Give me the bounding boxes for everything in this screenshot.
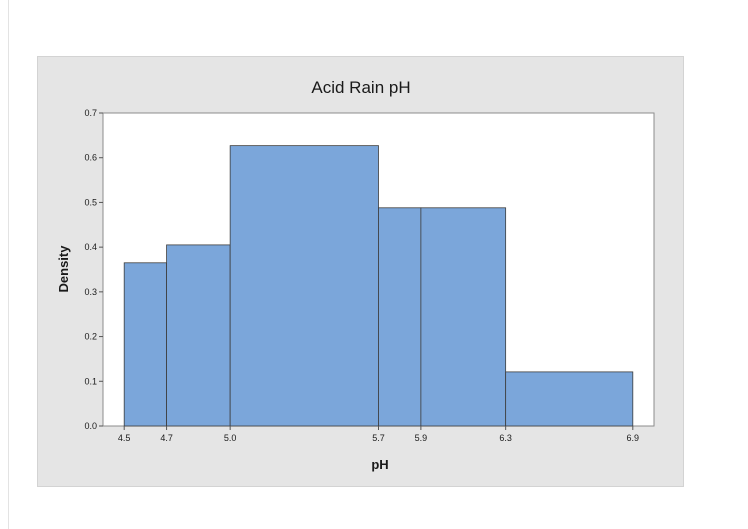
x-tick-label-4: 5.9 (415, 433, 428, 443)
y-tick-label-4: 0.4 (84, 242, 97, 252)
y-tick-label-7: 0.7 (84, 108, 97, 118)
x-tick-label-6: 6.9 (627, 433, 640, 443)
x-axis-label: pH (371, 457, 388, 472)
y-tick-label-5: 0.5 (84, 197, 97, 207)
x-tick-label-3: 5.7 (372, 433, 385, 443)
histogram-bar-1 (166, 244, 231, 427)
x-tick-label-0: 4.5 (118, 433, 131, 443)
histogram-bar-4 (420, 207, 507, 427)
y-tick-label-0: 0.0 (84, 421, 97, 431)
histogram-bar-5 (505, 371, 634, 427)
y-axis-label: Density (56, 245, 71, 293)
x-tick-label-1: 4.7 (160, 433, 173, 443)
y-tick-label-2: 0.2 (84, 332, 97, 342)
y-tick-label-1: 0.1 (84, 376, 97, 386)
chart-title: Acid Rain pH (311, 78, 410, 97)
x-tick-label-2: 5.0 (224, 433, 237, 443)
histogram-bar-3 (378, 207, 422, 427)
y-tick-label-6: 0.6 (84, 153, 97, 163)
histogram-bar-2 (229, 145, 379, 427)
page-margin-rule (0, 0, 9, 529)
x-tick-label-5: 6.3 (499, 433, 512, 443)
histogram-bar-0 (123, 262, 167, 427)
y-tick-label-3: 0.3 (84, 287, 97, 297)
